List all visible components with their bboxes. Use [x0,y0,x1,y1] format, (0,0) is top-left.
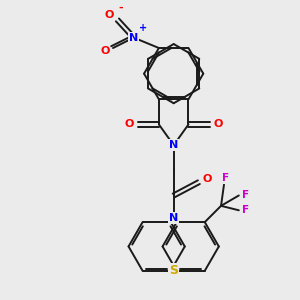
Text: O: O [104,10,114,20]
Text: N: N [129,33,138,43]
Text: O: O [202,174,212,184]
Text: F: F [242,190,249,200]
Text: +: + [139,23,147,33]
Text: S: S [169,264,178,277]
Text: O: O [213,119,223,129]
Text: O: O [100,46,110,56]
Text: O: O [124,119,134,129]
Text: N: N [169,140,178,150]
Text: N: N [169,213,178,223]
Text: F: F [242,205,249,215]
Text: -: - [118,2,123,13]
Text: F: F [222,173,229,183]
